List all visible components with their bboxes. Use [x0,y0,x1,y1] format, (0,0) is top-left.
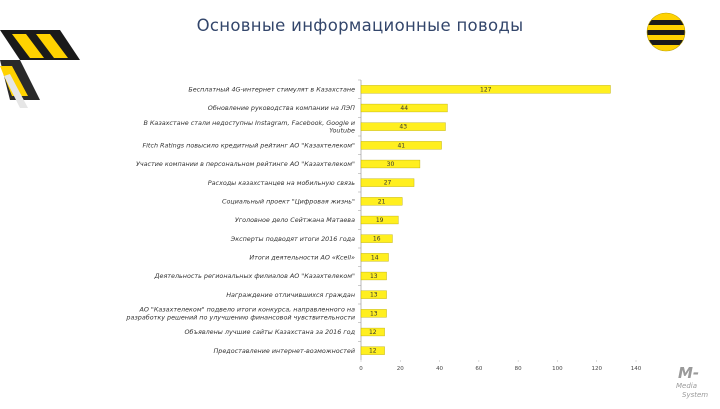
data-label: 14 [371,254,379,261]
beeline-logo [644,10,688,58]
category-label: Деятельность региональных филиалов АО "К… [154,272,356,280]
data-label: 13 [370,273,378,280]
decorative-stripes [0,20,80,114]
footer-logo-mark: M- [678,364,699,382]
bar [360,85,611,94]
data-label: 13 [370,310,378,317]
category-label: Youtube [329,127,355,135]
category-label: Итоги деятельности АО «Kcell» [249,254,355,262]
data-label: 127 [480,86,492,93]
category-label: Обновление руководства компании на ЛЭП [208,104,355,112]
data-label: 30 [387,161,395,168]
x-tick-label: 40 [436,366,443,372]
bar [360,327,385,337]
x-tick-label: 140 [631,366,642,372]
data-label: 12 [369,348,377,355]
footer-logo-line2: System [682,391,708,399]
bar [360,141,442,150]
data-label: 21 [378,198,386,205]
data-label: 16 [373,236,381,243]
data-label: 43 [399,124,407,131]
bar [360,253,389,262]
category-label: Объявлены лучшие сайты Казахстана за 201… [184,328,355,336]
x-tick-label: 100 [552,366,563,372]
category-label: Награждение отличившихся граждан [226,291,355,299]
x-tick-label: 120 [591,366,602,372]
footer-logo-line1: Media [676,382,697,390]
bar [360,103,448,113]
category-label: Социальный проект "Цифровая жизнь" [222,198,355,206]
bar [360,215,399,225]
x-tick-label: 20 [397,366,404,372]
media-system-logo: M- Media System [668,360,720,404]
bar [360,234,393,243]
category-label: АО "Казахтелеком" подвело итоги конкурса… [138,306,355,314]
bar [360,309,387,318]
category-label: Бесплатный 4G-интернет стимулят в Казахс… [188,86,355,94]
data-label: 27 [384,180,392,187]
bar [360,122,446,131]
category-label: Предоставление интернет-возможностей [213,347,355,355]
x-tick-label: 80 [515,366,522,372]
category-label: разработку решений по улучшению финансов… [125,313,355,321]
category-label: В Казахстане стали недоступны Instagram,… [143,119,355,127]
x-tick-label: 60 [475,366,482,372]
bar [360,159,421,169]
bar [360,178,415,187]
data-label: 19 [376,217,384,224]
category-label: Расходы казахстанцев на мобильную связь [208,179,355,187]
data-label: 44 [400,105,408,112]
bar [360,290,387,299]
category-label: Эксперты подводят итоги 2016 года [230,235,355,243]
bar [360,271,387,281]
category-label: Участие компании в персональном рейтинге… [136,160,355,168]
category-label: Fitch Ratings повысило кредитный рейтинг… [142,142,355,150]
bar [360,197,403,206]
category-label: Уголовное дело Сейтжана Матаева [235,216,355,224]
bar [360,346,385,355]
data-label: 13 [370,292,378,299]
data-label: 12 [369,329,377,336]
data-label: 41 [397,142,405,149]
x-tick-label: 0 [359,366,363,372]
slide-title: Основные информационные поводы [196,16,524,35]
